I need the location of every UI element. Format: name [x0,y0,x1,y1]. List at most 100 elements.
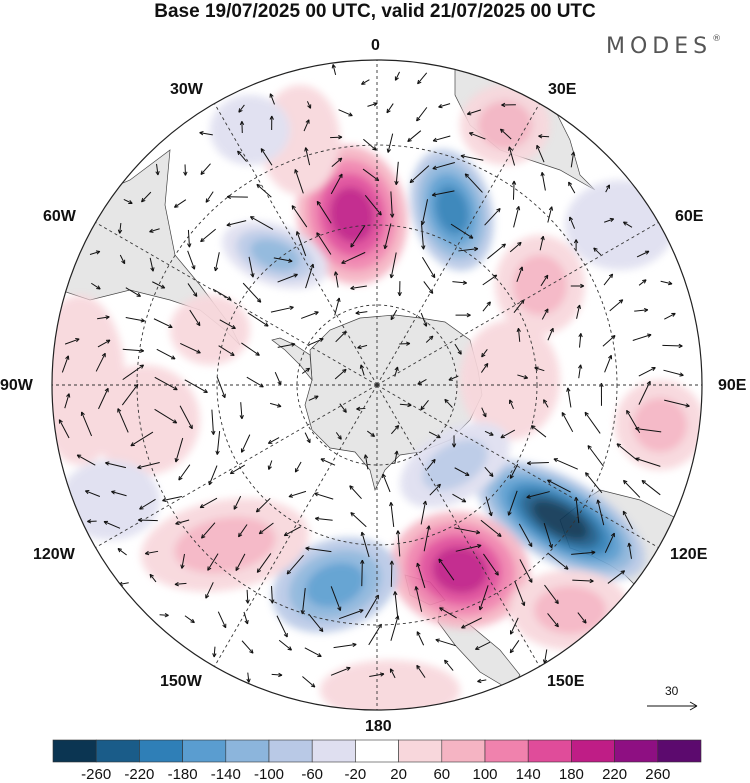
wind-arrow [416,664,426,678]
anomaly-contour [174,516,276,574]
wind-arrow [540,171,546,191]
wind-arrow [429,483,441,496]
wind-arrow [95,352,106,372]
colorbar-tick-label: -260 [81,766,112,783]
wind-arrow [178,464,191,481]
wind-arrow [587,445,604,467]
wind-arrow [383,223,392,250]
wind-arrow [390,615,400,641]
wind-arrow [305,263,315,289]
wind-arrow [184,379,208,394]
wind-arrow [578,333,583,348]
wind-arrow [200,228,217,243]
wind-arrow [111,490,127,497]
colorbar-tick-label: -180 [167,766,198,783]
wind-arrow [233,495,242,510]
wind-arrow [350,512,367,528]
wind-arrow [514,581,526,607]
wind-arrow [363,454,369,470]
wind-arrow [461,617,483,629]
anomaly-center [272,537,398,633]
wind-arrow [632,333,652,341]
wind-arrow [216,376,226,399]
wind-arrow [604,532,615,553]
wind-arrow [156,348,176,360]
wind-arrow [97,339,111,348]
wind-arrow [330,586,342,611]
wind-arrow [64,338,80,345]
wind-arrow [636,250,650,258]
wind-arrow [438,103,451,109]
colorbar-tick-label: 100 [472,766,498,783]
wind-arrow [267,437,280,444]
wind-arrow [330,173,343,195]
wind-arrow [547,327,554,341]
wind-arrow [141,191,152,203]
wind-arrow [421,256,436,279]
wind-arrow [270,305,294,313]
wind-arrow [315,516,333,521]
anomaly-contour [478,101,532,149]
wind-arrow [122,348,145,353]
wind-arrow [425,335,434,343]
wind-arrow [426,458,436,470]
wind-arrow [200,163,211,175]
wind-arrow [517,374,529,380]
wind-arrow [205,582,214,599]
lon-label-30e: 30E [548,81,577,98]
wind-arrow [330,666,351,676]
anomaly-contour [534,586,606,634]
wind-arrow [543,399,549,408]
colorbar-tick-label: -60 [301,766,324,783]
wind-arrow [538,134,550,139]
wind-arrow [417,72,428,85]
anomaly-contour [90,365,200,475]
lon-label-120e: 120E [670,546,708,563]
lon-label-60w: 60W [43,208,76,225]
wind-arrow [603,273,614,286]
wind-arrow [175,519,190,526]
wind-arrow [484,430,494,436]
wind-arrow [256,183,272,198]
wind-arrow [635,457,661,467]
chart-title: Base 19/07/2025 00 UTC, valid 21/07/2025… [154,1,596,22]
wind-arrow [229,464,246,475]
wind-arrow [450,223,474,239]
colorbar-tick-label: 220 [602,766,628,783]
anomaly-center [615,380,702,470]
wind-arrow [634,307,649,313]
wind-arrow [267,460,273,470]
wind-arrow [605,184,610,193]
wind-arrow [622,510,634,530]
colorbar-swatch [614,739,659,763]
wind-arrow [500,429,516,439]
wind-arrow [518,523,533,548]
wind-arrow [568,216,576,229]
wind-arrow [420,223,426,250]
wind-arrow [544,584,559,605]
wind-arrow [508,399,514,410]
wind-arrow [513,206,521,228]
wind-arrow [577,364,583,379]
wind-arrow [339,403,347,413]
wind-arrow [187,283,198,297]
wind-arrow [432,162,455,170]
wind-arrow [414,586,423,612]
lon-label-120w: 120W [33,546,75,563]
wind-arrow [269,93,275,105]
wind-arrow [91,282,101,290]
wind-arrow [357,344,368,350]
wind-arrow [576,304,582,319]
anomaly-contour [513,255,567,315]
colorbar-swatch [311,739,356,763]
wind-arrow [390,309,398,321]
wind-arrow [269,402,282,408]
wind-arrow [183,164,188,176]
wind-arrow [483,553,499,576]
wind-arrow [480,363,489,373]
wind-arrow [638,367,656,377]
wind-arrow [245,589,250,604]
wind-arrow [393,591,399,618]
modes-logo: MODES® [606,34,722,59]
anomaly-center [400,422,510,508]
